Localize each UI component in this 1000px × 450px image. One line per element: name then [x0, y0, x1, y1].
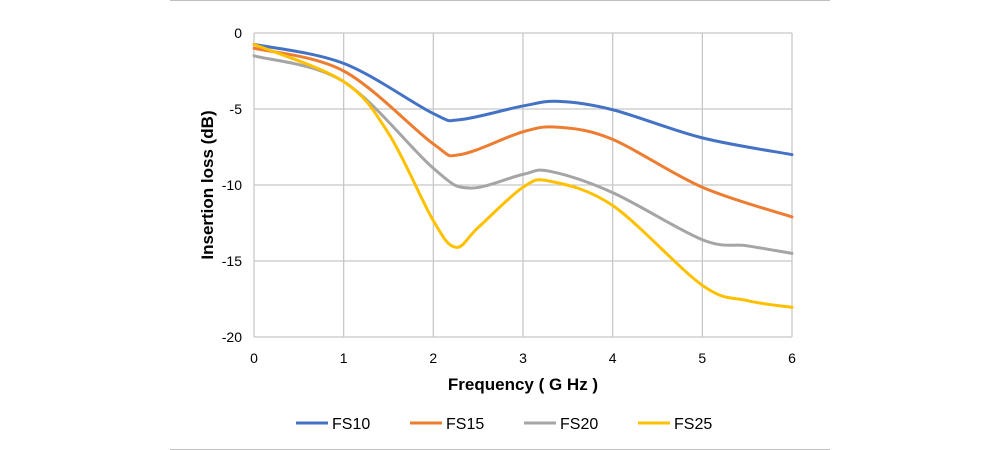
legend-label-fs15: FS15 [446, 416, 484, 433]
x-tick-label: 5 [698, 350, 706, 366]
x-tick-label: 1 [340, 350, 348, 366]
y-tick-label: -15 [222, 253, 242, 269]
series-line-fs15 [252, 46, 794, 219]
series-line-fs25 [252, 42, 794, 309]
y-tick-label: 0 [234, 25, 242, 41]
x-tick-label: 2 [429, 350, 437, 366]
y-tick-label: -20 [222, 329, 242, 345]
legend-label-fs20: FS20 [560, 416, 598, 433]
x-tick-label: 0 [250, 350, 258, 366]
series-line-fs20 [252, 54, 794, 255]
x-tick-label: 3 [519, 350, 527, 366]
legend-label-fs10: FS10 [332, 416, 370, 433]
legend-label-fs25: FS25 [674, 416, 712, 433]
series-line-fs10 [252, 42, 794, 157]
x-tick-label: 6 [788, 350, 796, 366]
y-tick-label: -5 [230, 101, 243, 117]
y-axis-label: Insertion loss (dB) [198, 110, 217, 259]
x-tick-label: 4 [609, 350, 617, 366]
x-axis-label: Frequency ( G Hz ) [448, 375, 598, 394]
y-tick-label: -10 [222, 177, 242, 193]
